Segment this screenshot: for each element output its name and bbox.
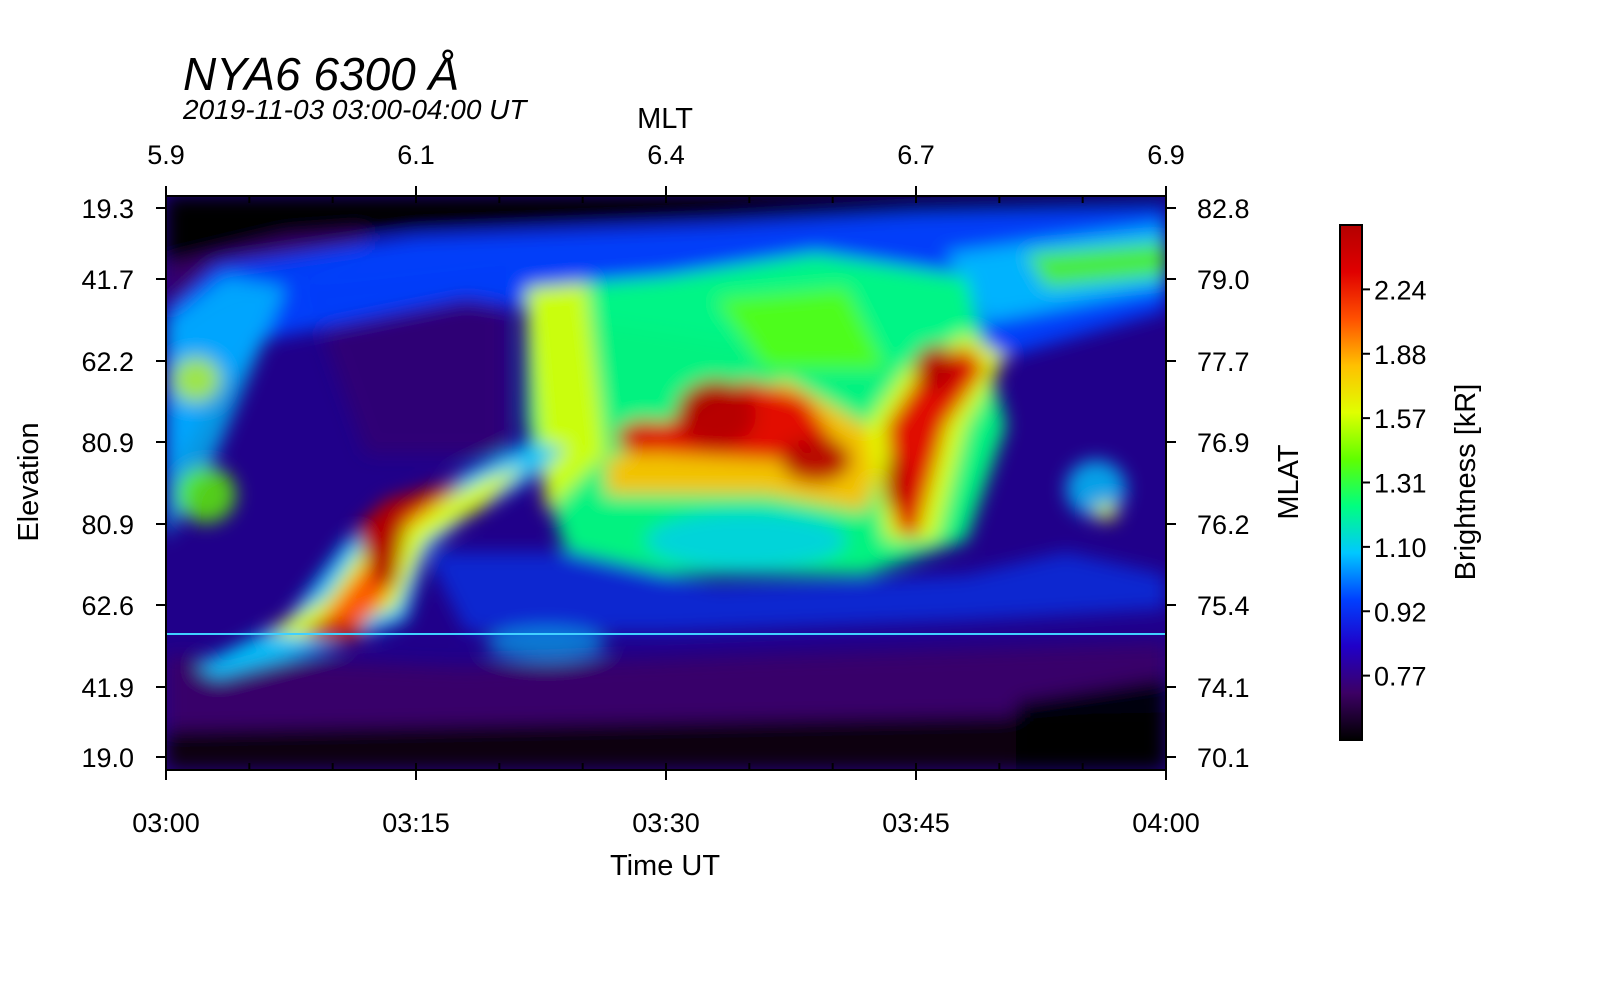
right-tick-label: 79.0 [1197,265,1250,295]
top-tick-label: 6.1 [397,140,435,170]
right-axis-title: MLAT [1273,444,1305,519]
intensity-blob [486,626,606,661]
intensity-region [426,551,1166,633]
y-tick-label: 41.9 [81,673,134,703]
intensity-blob [616,419,676,455]
x-tick-label: 03:15 [382,808,450,838]
x-tick-label: 03:45 [882,808,950,838]
right-tick-label: 70.1 [1197,743,1250,773]
intensity-blob [676,379,756,449]
intensity-region [166,712,1166,770]
colorbar-tick-label: 1.57 [1374,404,1427,434]
y-tick-label: 41.7 [81,265,134,295]
colorbar-tick-label: 1.10 [1374,533,1427,563]
colorbar-tick-label: 0.92 [1374,597,1427,627]
intensity-region [1026,241,1166,288]
intensity-blob [306,621,366,643]
y-axis-title: Elevation [13,422,45,541]
right-tick-label: 75.4 [1197,591,1250,621]
colorbar-label: Brightness [kR] [1450,384,1482,581]
intensity-region [166,196,1166,265]
chart-title: NYA6 6300 Å [183,48,459,100]
intensity-blob [1066,460,1126,518]
intensity-blob [1094,503,1118,521]
y-tick-label: 62.6 [81,591,134,621]
colorbar-tick-label: 2.24 [1374,275,1427,305]
intensity-region [886,345,986,541]
intensity-blob [781,437,851,483]
right-tick-label: 77.7 [1197,347,1250,377]
colorbar-tick-label: 0.77 [1374,662,1427,692]
x-axis-title: Time UT [610,850,720,882]
y-tick-label: 80.9 [81,510,134,540]
intensity-region [356,477,466,587]
x-tick-label: 03:30 [632,808,700,838]
right-tick-label: 82.8 [1197,194,1250,224]
y-tick-label: 19.0 [81,743,134,773]
chart-subtitle: 2019-11-03 03:00-04:00 UT [182,94,528,125]
y-tick-label: 62.2 [81,347,134,377]
intensity-region [716,287,886,369]
top-tick-label: 5.9 [147,140,185,170]
heatmap-image [166,196,1166,770]
top-tick-label: 6.9 [1147,140,1185,170]
colorbar-tick-label: 1.31 [1374,469,1427,499]
top-tick-label: 6.4 [647,140,685,170]
right-tick-label: 74.1 [1197,673,1250,703]
y-tick-label: 19.3 [81,194,134,224]
intensity-blob [884,454,908,512]
intensity-blob [646,511,846,570]
intensity-blob [176,465,236,524]
top-axis-title: MLT [637,103,693,135]
right-tick-label: 76.9 [1197,428,1250,458]
colorbar [1339,224,1363,741]
y-tick-label: 80.9 [81,428,134,458]
colorbar-tick-label: 1.88 [1374,340,1427,370]
x-tick-label: 03:00 [132,808,200,838]
top-tick-label: 6.7 [897,140,935,170]
intensity-blob [171,356,221,403]
intensity-blob [914,345,958,392]
x-tick-label: 04:00 [1132,808,1200,838]
right-tick-label: 76.2 [1197,510,1250,540]
intensity-region [1016,678,1166,770]
